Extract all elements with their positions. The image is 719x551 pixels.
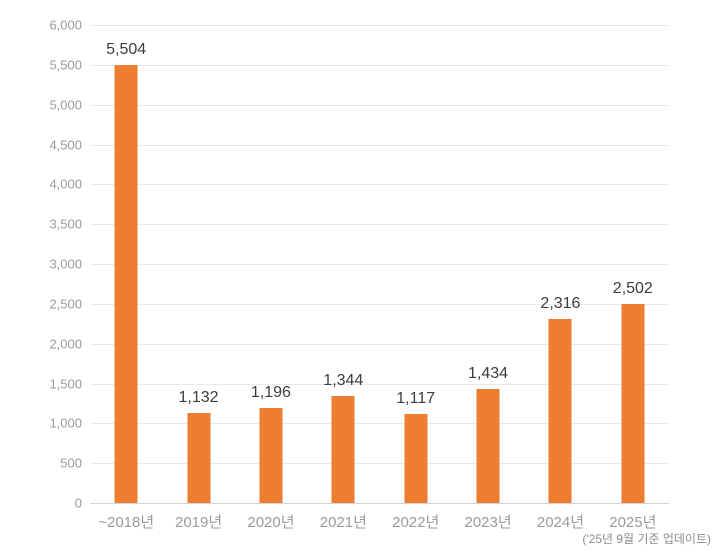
x-axis-tick-label: 2022년 (392, 514, 440, 531)
bar-value-label: 1,196 (250, 383, 291, 401)
bar-value-label: 1,117 (396, 390, 436, 408)
gridline (90, 25, 669, 26)
bar (404, 414, 428, 503)
bar-value-label: 1,434 (468, 364, 509, 382)
y-axis-tick-label: 3,500 (49, 216, 82, 232)
bar (621, 303, 645, 503)
y-axis-tick-label: 500 (60, 455, 82, 471)
gridline (90, 224, 669, 226)
bar (548, 318, 572, 503)
gridline (90, 463, 669, 465)
bar (187, 412, 211, 503)
x-axis-tick-label: ~2018년 (98, 514, 155, 531)
bar-value-label: 2,316 (540, 294, 581, 312)
y-axis-tick-label: 4,000 (49, 176, 82, 192)
bar-value-label: 1,132 (178, 388, 219, 406)
bar-value-label: 1,344 (323, 371, 364, 389)
bar (114, 64, 138, 503)
x-axis-tick-label: 2021년 (319, 514, 367, 531)
gridline (90, 144, 669, 146)
gridline (90, 423, 669, 425)
gridline (90, 383, 669, 385)
y-axis-tick-label: 3,000 (49, 256, 82, 272)
bar-value-label: 5,504 (106, 40, 147, 58)
gridline (90, 104, 669, 106)
bar (476, 388, 500, 503)
x-axis-baseline (90, 503, 669, 504)
y-axis-tick-label: 2,500 (49, 296, 82, 312)
bar (259, 407, 283, 503)
gridline (90, 64, 669, 66)
gridline (90, 303, 669, 305)
gridline (90, 264, 669, 265)
x-axis-tick-label: 2023년 (464, 514, 512, 531)
y-axis-tick-label: 6,000 (49, 17, 82, 33)
y-axis-tick-label: 2,000 (49, 336, 82, 352)
y-axis-tick-label: 1,500 (49, 376, 82, 391)
y-axis-tick-label: 5,500 (49, 57, 82, 73)
y-axis-tick-label: 1,000 (49, 415, 82, 431)
y-axis-tick-label: 4,500 (49, 137, 82, 152)
y-axis-tick-label: 5,000 (49, 97, 82, 113)
x-axis-tick-label: 2025년 (609, 514, 657, 531)
x-axis-tick-label: 2020년 (247, 514, 295, 531)
footnote: ('25년 9월 기준 업데이트) (582, 532, 711, 546)
plot-area: 0 500 1,000 1,500 2,000 2,500 3,000 3,500 4,000 4… (49, 18, 669, 531)
gridline (90, 343, 669, 345)
x-axis-tick-label: 2024년 (536, 514, 585, 531)
bar-value-label: 2,502 (612, 279, 653, 297)
y-axis-tick-label: 0 (74, 495, 82, 511)
gridline (90, 184, 669, 186)
bar (331, 395, 355, 503)
x-axis-tick-label: 2019년 (174, 514, 223, 531)
